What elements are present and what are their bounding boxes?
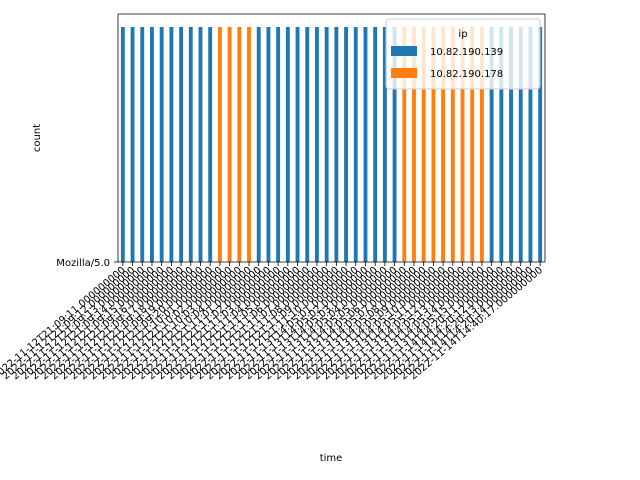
bar-0 xyxy=(121,27,125,262)
bar-19 xyxy=(305,27,309,262)
bar-14 xyxy=(257,27,261,262)
y-axis-label: count xyxy=(32,124,43,152)
bar-1 xyxy=(131,27,135,262)
bar-10 xyxy=(218,27,222,262)
bar-3 xyxy=(150,27,154,262)
bar-24 xyxy=(354,27,358,262)
bar-2 xyxy=(140,27,144,262)
bar-5 xyxy=(169,27,173,262)
bar-4 xyxy=(160,27,164,262)
bar-25 xyxy=(364,27,368,262)
bar-15 xyxy=(266,27,270,262)
legend-swatch-10-82-190-139 xyxy=(391,46,417,56)
bar-22 xyxy=(334,27,338,262)
bar-8 xyxy=(199,27,203,262)
bar-20 xyxy=(315,27,319,262)
bar-23 xyxy=(344,27,348,262)
y-tick-label: Mozilla/5.0 xyxy=(56,258,110,269)
bar-18 xyxy=(296,27,300,262)
legend: ip 10.82.190.139 10.82.190.178 xyxy=(386,19,540,89)
x-axis-label: time xyxy=(320,453,343,464)
legend-swatch-10-82-190-178 xyxy=(391,68,417,78)
bar-11 xyxy=(228,27,232,262)
bar-13 xyxy=(247,27,251,262)
bar-9 xyxy=(208,27,212,262)
legend-title: ip xyxy=(458,29,467,40)
bar-7 xyxy=(189,27,193,262)
bar-17 xyxy=(286,27,290,262)
legend-label-10-82-190-139: 10.82.190.139 xyxy=(430,47,503,58)
bar-12 xyxy=(237,27,241,262)
bar-26 xyxy=(373,27,377,262)
bar-6 xyxy=(179,27,183,262)
bar-21 xyxy=(325,27,329,262)
legend-label-10-82-190-178: 10.82.190.178 xyxy=(430,69,503,80)
bar-16 xyxy=(276,27,280,262)
